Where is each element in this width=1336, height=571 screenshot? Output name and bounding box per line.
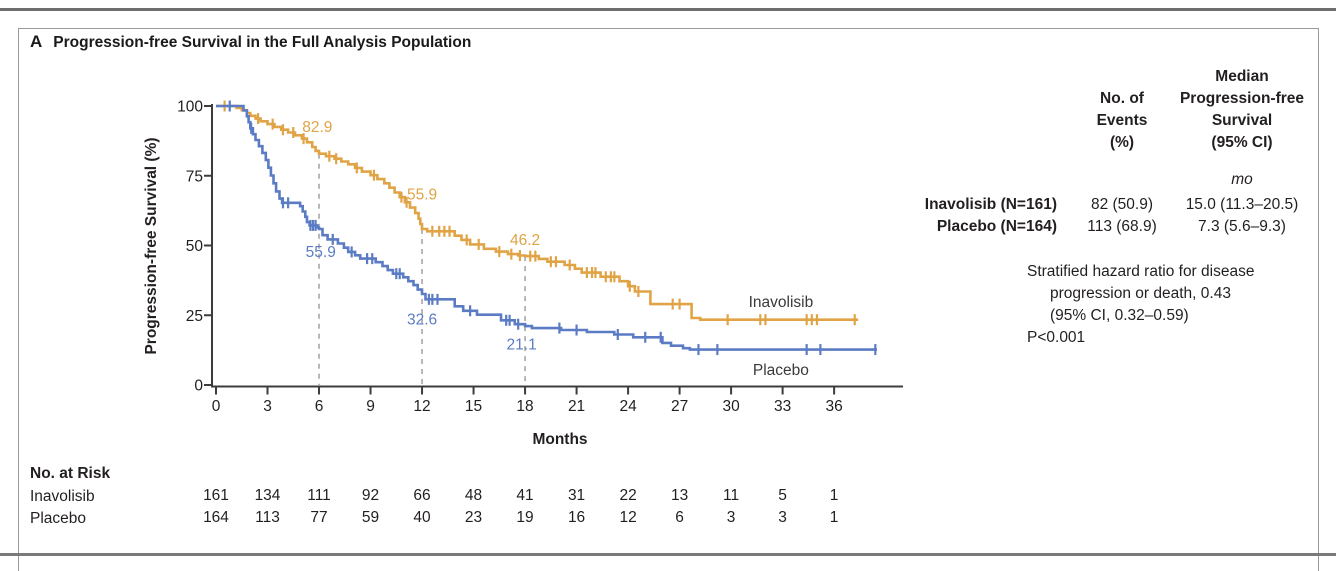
at-risk-value-placebo-3mo: 113 <box>255 509 280 526</box>
summary-events-inavolisib: 82 (50.9) <box>1090 196 1154 213</box>
axes <box>211 104 903 388</box>
panel-title-row: A Progression-free Survival in the Full … <box>30 32 471 52</box>
at-risk-value-inavolisib-12mo: 66 <box>413 487 430 504</box>
x-tick-label: 21 <box>568 398 585 415</box>
x-tick-label: 12 <box>413 398 430 415</box>
events-header-line1: No. of <box>1100 90 1144 107</box>
y-tick-label: 75 <box>186 168 203 185</box>
inavolisib-curve <box>216 104 859 321</box>
inavolisib-landmark-18mo: 46.2 <box>510 232 540 249</box>
at-risk-value-placebo-24mo: 12 <box>619 509 636 526</box>
events-header-line2: Events <box>1096 112 1148 129</box>
hazard-line1: Stratified hazard ratio for disease <box>1027 263 1255 280</box>
summary-median-inavolisib: 15.0 (11.3–20.5) <box>1185 196 1299 213</box>
top-rule <box>0 8 1336 11</box>
median-header-line3: Survival <box>1211 112 1273 129</box>
at-risk-value-placebo-9mo: 59 <box>362 509 379 526</box>
at-risk-value-inavolisib-21mo: 31 <box>568 487 585 504</box>
x-tick-label: 18 <box>516 398 533 415</box>
at-risk-value-placebo-21mo: 16 <box>568 509 585 526</box>
hazard-ratio-note: Stratified hazard ratio for disease prog… <box>1027 261 1254 349</box>
p-value: P<0.001 <box>1027 329 1086 346</box>
x-tick-label: 27 <box>671 398 688 415</box>
at-risk-value-placebo-6mo: 77 <box>310 509 327 526</box>
at-risk-value-inavolisib-6mo: 111 <box>307 487 331 504</box>
at-risk-value-inavolisib-33mo: 5 <box>778 487 787 504</box>
median-column-header: Median Progression-free Survival (95% CI… <box>1157 66 1327 154</box>
panel-title: Progression-free Survival in the Full An… <box>53 34 472 51</box>
events-column-header: No. of Events (%) <box>1072 88 1172 154</box>
at-risk-value-inavolisib-36mo: 1 <box>830 487 839 504</box>
at-risk-value-inavolisib-27mo: 13 <box>671 487 688 504</box>
median-header-line1: Median <box>1215 68 1269 85</box>
at-risk-header: No. at Risk <box>30 465 111 482</box>
at-risk-row-label-placebo: Placebo <box>30 510 87 527</box>
summary-row-label-placebo: Placebo (N=164) <box>936 218 1057 235</box>
at-risk-value-inavolisib-30mo: 11 <box>723 487 739 504</box>
at-risk-value-inavolisib-9mo: 92 <box>362 487 379 504</box>
inavolisib-curve-label: Inavolisib <box>749 294 814 311</box>
hazard-line3: (95% CI, 0.32–0.59) <box>1050 307 1189 324</box>
x-tick-label: 24 <box>619 398 637 415</box>
at-risk-row-label-inavolisib: Inavolisib <box>30 488 95 505</box>
panel-letter: A <box>30 32 43 51</box>
x-tick-label: 30 <box>722 398 740 415</box>
placebo-curve-label: Placebo <box>753 362 809 379</box>
median-header-line2: Progression-free <box>1179 90 1305 107</box>
summary-events-placebo: 113 (68.9) <box>1087 218 1157 235</box>
x-tick-label: 6 <box>315 398 324 415</box>
panel-frame <box>18 28 1319 571</box>
summary-row-label-inavolisib: Inavolisib (N=161) <box>924 196 1057 213</box>
at-risk-value-inavolisib-0mo: 161 <box>203 487 229 504</box>
at-risk-value-inavolisib-15mo: 48 <box>465 487 482 504</box>
median-header-line4: (95% CI) <box>1211 134 1273 151</box>
at-risk-value-inavolisib-3mo: 134 <box>255 487 281 504</box>
y-tick-label: 0 <box>194 378 203 395</box>
events-header-line3: (%) <box>1109 134 1135 151</box>
at-risk-value-placebo-30mo: 3 <box>727 509 736 526</box>
placebo-landmark-18mo: 21.1 <box>507 337 537 354</box>
at-risk-value-placebo-36mo: 1 <box>830 509 839 526</box>
at-risk-value-placebo-33mo: 3 <box>778 509 787 526</box>
x-tick-label: 3 <box>263 398 272 415</box>
summary-median-placebo: 7.3 (5.6–9.3) <box>1198 218 1286 235</box>
unit-label: mo <box>1231 171 1253 188</box>
at-risk-value-placebo-12mo: 40 <box>413 509 431 526</box>
x-tick-label: 33 <box>774 398 791 415</box>
placebo-landmark-6mo: 55.9 <box>306 244 336 261</box>
x-tick-label: 15 <box>465 398 482 415</box>
at-risk-value-placebo-15mo: 23 <box>465 509 482 526</box>
at-risk-value-inavolisib-18mo: 41 <box>516 487 533 504</box>
placebo-landmark-12mo: 32.6 <box>407 311 437 328</box>
x-tick-label: 36 <box>825 398 842 415</box>
y-tick-label: 100 <box>177 99 203 116</box>
hazard-line2: progression or death, 0.43 <box>1050 285 1231 302</box>
x-tick-label: 0 <box>212 398 221 415</box>
x-tick-label: 9 <box>366 398 375 415</box>
x-axis-label: Months <box>532 431 588 448</box>
at-risk-value-placebo-27mo: 6 <box>675 509 684 526</box>
bottom-rule <box>0 553 1336 556</box>
inavolisib-landmark-6mo: 82.9 <box>302 119 332 136</box>
at-risk-value-placebo-18mo: 19 <box>516 509 533 526</box>
at-risk-value-placebo-0mo: 164 <box>203 509 229 526</box>
at-risk-value-inavolisib-24mo: 22 <box>619 487 636 504</box>
y-tick-label: 25 <box>186 308 203 325</box>
inavolisib-landmark-12mo: 55.9 <box>407 187 437 204</box>
y-tick-label: 50 <box>186 238 204 255</box>
